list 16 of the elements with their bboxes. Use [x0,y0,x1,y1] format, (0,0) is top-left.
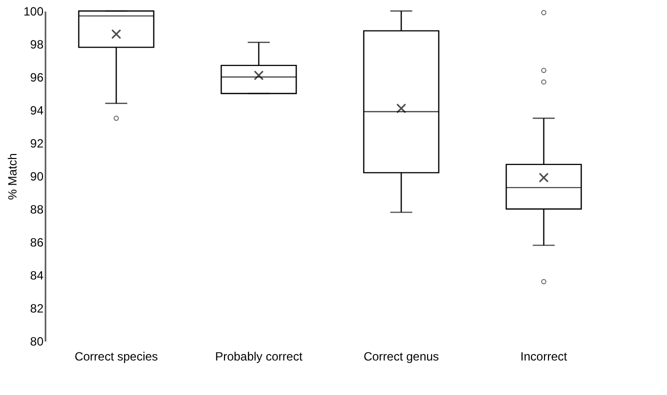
x-tick-label: Correct genus [364,350,439,364]
x-tick-label: Probably correct [215,350,304,364]
y-tick-label: 96 [30,70,44,84]
y-tick-label: 92 [30,136,44,150]
x-tick-label: Correct species [74,350,158,364]
y-tick-label: 86 [30,236,44,250]
y-tick-label: 100 [23,4,44,18]
y-tick-label: 82 [30,302,44,316]
y-tick-label: 98 [30,38,44,52]
y-tick-label: 90 [30,170,44,184]
y-tick-label: 84 [30,268,44,282]
y-tick-label: 80 [30,334,44,348]
x-tick-label: Incorrect [520,350,568,364]
y-axis-title: % Match [5,153,20,200]
y-tick-label: 88 [30,202,44,216]
y-tick-label: 94 [30,104,44,118]
